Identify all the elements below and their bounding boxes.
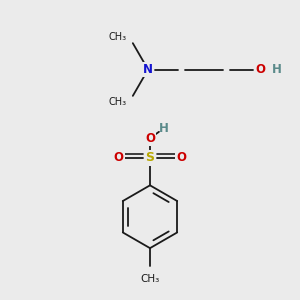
- Text: N: N: [143, 63, 153, 76]
- Text: O: O: [114, 152, 124, 164]
- Text: CH₃: CH₃: [140, 274, 160, 284]
- Text: H: H: [159, 122, 169, 135]
- Text: H: H: [272, 63, 281, 76]
- Text: O: O: [255, 63, 265, 76]
- Text: CH₃: CH₃: [108, 32, 126, 42]
- Text: O: O: [145, 132, 155, 145]
- Text: CH₃: CH₃: [108, 97, 126, 107]
- Text: S: S: [146, 152, 154, 164]
- Text: O: O: [176, 152, 186, 164]
